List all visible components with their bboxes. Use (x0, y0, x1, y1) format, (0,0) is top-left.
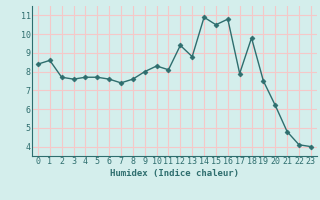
X-axis label: Humidex (Indice chaleur): Humidex (Indice chaleur) (110, 169, 239, 178)
